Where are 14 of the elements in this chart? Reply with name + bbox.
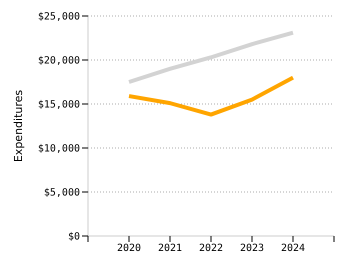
x-tick-label: 2022 [198, 243, 224, 254]
line-series [127, 76, 295, 117]
line-series [127, 30, 295, 84]
y-tick-label: $15,000 [38, 100, 80, 111]
y-tick-label: $20,000 [38, 56, 80, 67]
x-tick-label: 2024 [280, 243, 306, 254]
y-tick-label: $0 [68, 232, 80, 243]
y-tick-label: $25,000 [38, 12, 80, 23]
y-tick-label: $10,000 [38, 144, 80, 155]
y-axis-title: Expenditures [12, 90, 25, 162]
x-tick-label: 2021 [158, 243, 182, 254]
x-tick-label: 2023 [240, 243, 264, 254]
x-tick-label: 2020 [116, 243, 142, 254]
y-tick-label: $5,000 [44, 188, 80, 199]
